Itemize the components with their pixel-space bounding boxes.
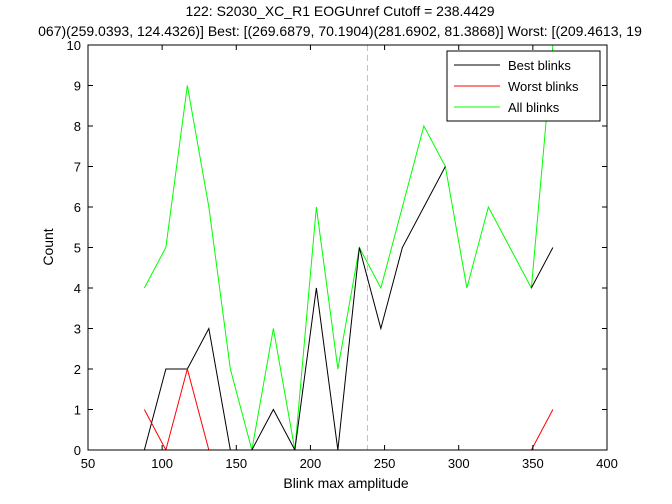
y-tick-label: 10 <box>67 38 81 53</box>
y-axis-label: Count <box>40 228 56 265</box>
x-tick-label: 200 <box>300 456 322 471</box>
x-tick-label: 250 <box>374 456 396 471</box>
legend-label-all: All blinks <box>508 100 560 115</box>
legend: Best blinks Worst blinks All blinks <box>446 50 601 122</box>
x-tick-label: 300 <box>448 456 470 471</box>
y-tick-label: 9 <box>74 79 81 94</box>
x-tick-label: 350 <box>522 456 544 471</box>
y-tick-label: 1 <box>74 403 81 418</box>
chart-subtitle: 067)(259.0393, 124.4326)] Best: [(269.68… <box>38 23 642 39</box>
y-tick-label: 5 <box>74 241 81 256</box>
series-line-best-blinks <box>143 166 554 450</box>
x-tick-label: 100 <box>151 456 173 471</box>
series-line-all-blinks <box>143 45 554 450</box>
x-axis-label: Blink max amplitude <box>283 475 408 491</box>
y-tick-label: 4 <box>74 281 81 296</box>
y-tick-label: 8 <box>74 119 81 134</box>
x-tick-label: 400 <box>596 456 618 471</box>
y-tick-label: 2 <box>74 362 81 377</box>
series-line-worst-blinks <box>143 367 554 450</box>
y-tick-label: 7 <box>74 160 81 175</box>
legend-label-best: Best blinks <box>508 58 571 73</box>
y-tick-label: 6 <box>74 200 81 215</box>
y-tick-label: 0 <box>74 443 81 458</box>
x-tick-label: 150 <box>225 456 247 471</box>
chart-title: 122: S2030_XC_R1 EOGUnref Cutoff = 238.4… <box>185 3 494 19</box>
legend-label-worst: Worst blinks <box>508 79 579 94</box>
x-tick-label: 50 <box>81 456 95 471</box>
y-tick-label: 3 <box>74 322 81 337</box>
